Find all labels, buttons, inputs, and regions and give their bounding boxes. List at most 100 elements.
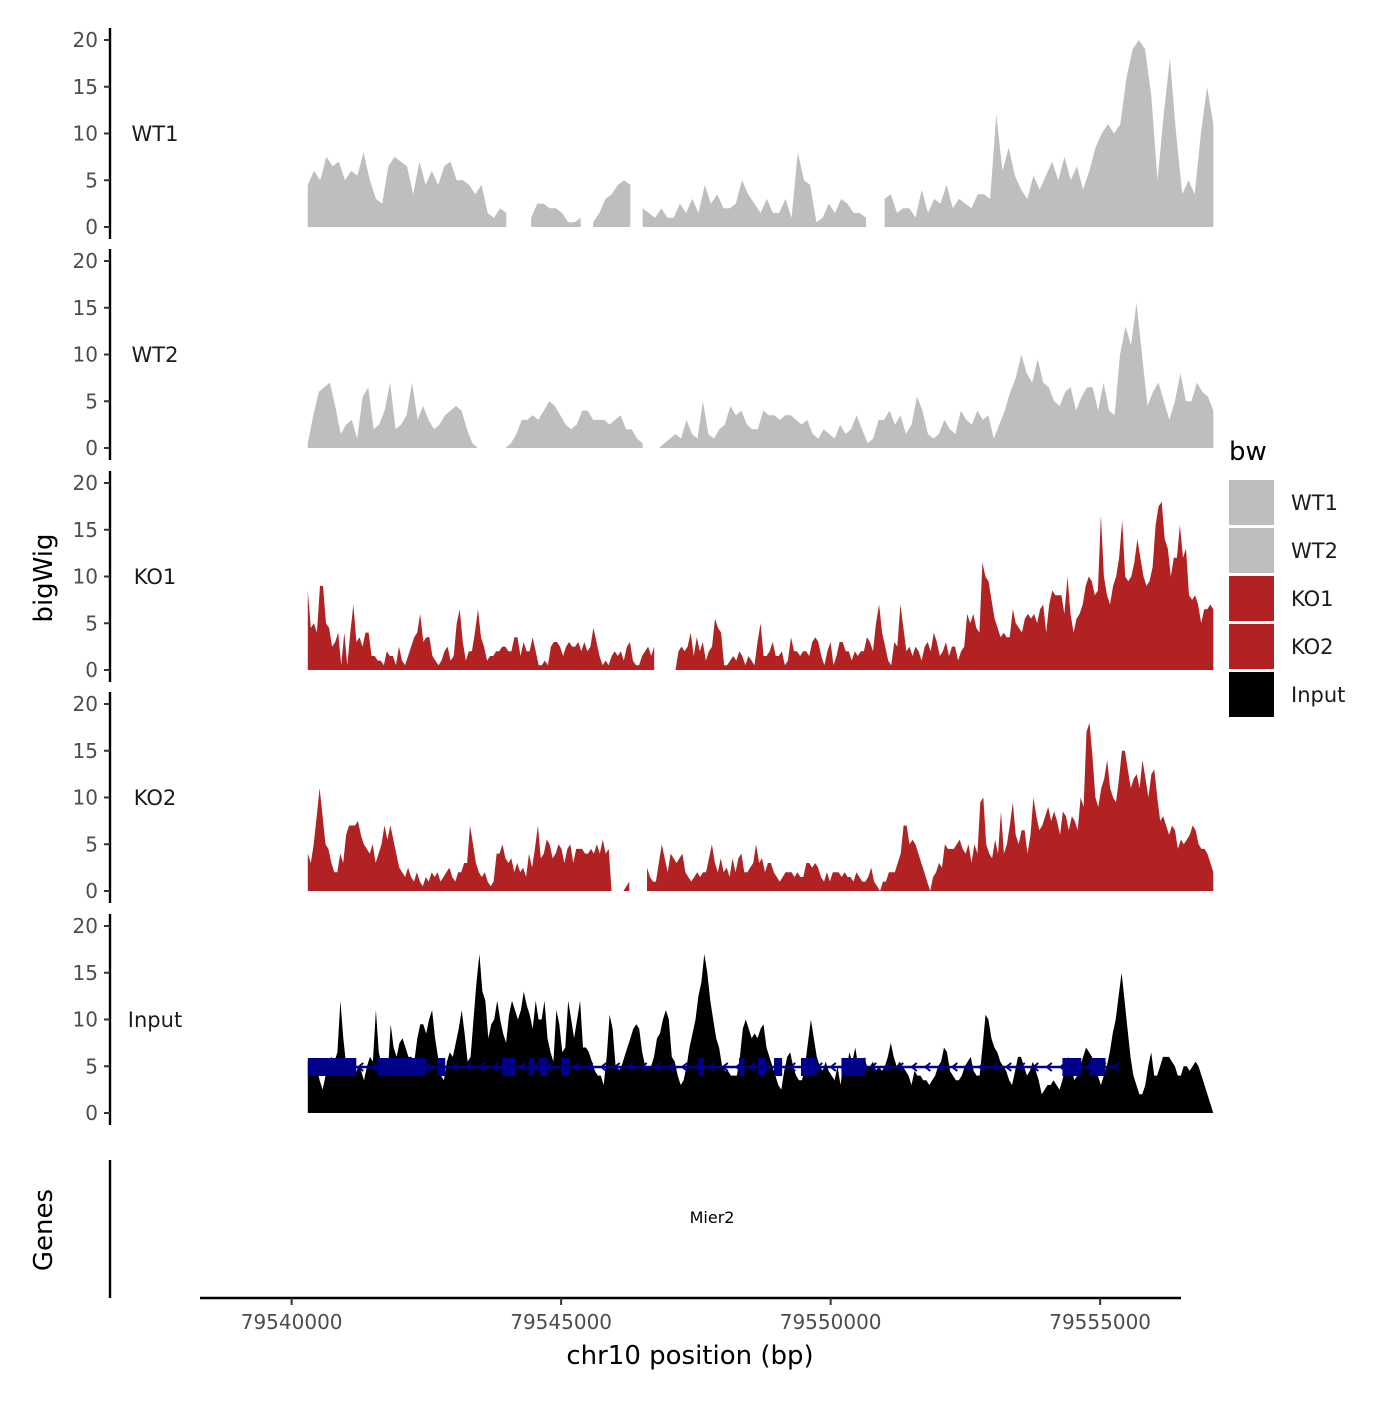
strand-arrow [667, 1062, 675, 1072]
track-wt2: 0 5 10 15 20 WT2 [73, 249, 1214, 460]
x-axis-title: chr10 position (bp) [566, 1341, 813, 1371]
y-tick-label: 5 [85, 389, 98, 413]
strand-arrow [613, 1062, 621, 1072]
y-tick-label: 15 [73, 296, 98, 320]
series-area-wt1 [307, 40, 1214, 227]
x-tick-label-79545000: 79545000 [510, 1310, 612, 1334]
track-label-wt1: WT1 [132, 122, 179, 146]
legend-label-wt1: WT1 [1291, 491, 1338, 515]
legend-swatch-wt2 [1229, 528, 1274, 573]
strand-arrow [788, 1062, 796, 1072]
strand-arrow [478, 1062, 486, 1072]
strand-arrow [896, 1062, 904, 1072]
strand-arrow [626, 1062, 634, 1072]
track-label-input: Input [128, 1008, 182, 1032]
strand-arrow [491, 1062, 499, 1072]
legend-item-wt1: WT1 [1229, 480, 1338, 525]
strand-arrow [937, 1062, 945, 1072]
strand-arrow [991, 1062, 999, 1072]
y-tick-label: 15 [73, 518, 98, 542]
y-tick-label: 5 [85, 1054, 98, 1078]
gene-label-mier2: Mier2 [690, 1208, 735, 1227]
y-tick-label: 15 [73, 75, 98, 99]
legend-item-ko1: KO1 [1229, 576, 1334, 621]
y-tick-label: 15 [73, 739, 98, 763]
exon [307, 1058, 357, 1076]
track-label-ko2: KO2 [134, 786, 177, 810]
strand-arrow [815, 1062, 823, 1072]
y-ticks-wt1: 0 5 10 15 20 [73, 28, 110, 239]
strand-arrow [829, 1062, 837, 1072]
exon [1062, 1058, 1082, 1076]
y-tick-label: 20 [73, 692, 98, 716]
exon [774, 1058, 783, 1076]
track-ko2: 0 5 10 15 20 KO2 [73, 692, 1214, 903]
y-tick-label: 0 [85, 436, 98, 460]
legend: bw WT1 WT2 KO1 KO2 Input [1229, 437, 1345, 717]
exon [841, 1058, 866, 1076]
strand-arrow [464, 1062, 472, 1072]
y-tick-label: 10 [73, 343, 98, 367]
strand-arrow [707, 1062, 715, 1072]
exon [377, 1058, 427, 1076]
exon [698, 1058, 704, 1076]
y-ticks-ko1: 0 5 10 15 20 [73, 471, 110, 682]
track-label-wt2: WT2 [132, 343, 179, 367]
series-area-ko2 [307, 722, 1214, 891]
strand-arrow [977, 1062, 985, 1072]
strand-arrow [883, 1062, 891, 1072]
track-ko1: 0 5 10 15 20 KO1 [73, 471, 1214, 682]
strand-arrow [1031, 1062, 1039, 1072]
y-tick-label: 10 [73, 565, 98, 589]
y-tick-label: 0 [85, 215, 98, 239]
track-label-ko1: KO1 [134, 565, 177, 589]
y-tick-label: 5 [85, 168, 98, 192]
y-tick-label: 20 [73, 914, 98, 938]
strand-arrow [599, 1062, 607, 1072]
legend-title: bw [1229, 437, 1267, 467]
strand-arrow [721, 1062, 729, 1072]
legend-swatch-wt1 [1229, 480, 1274, 525]
legend-label-input: Input [1291, 683, 1345, 707]
legend-swatch-ko2 [1229, 624, 1274, 669]
x-tick-label-79540000: 79540000 [241, 1310, 343, 1334]
legend-item-wt2: WT2 [1229, 528, 1338, 573]
x-ticks: 79540000 79545000 79550000 79555000 [241, 1298, 1151, 1334]
exon [1089, 1058, 1106, 1076]
series-area-ko1 [307, 501, 1214, 670]
strand-arrow [869, 1062, 877, 1072]
exon [561, 1058, 570, 1076]
y-tick-label: 15 [73, 961, 98, 985]
strand-arrow [518, 1062, 526, 1072]
strand-arrow [1018, 1062, 1026, 1072]
y-tick-label: 10 [73, 1008, 98, 1032]
strand-arrow [1045, 1062, 1053, 1072]
y-tick-label: 20 [73, 249, 98, 273]
strand-arrow [572, 1062, 580, 1072]
series-area-wt2 [307, 303, 1214, 448]
track-input: 0 5 10 15 20 Input [73, 914, 1214, 1125]
strand-arrow [950, 1062, 958, 1072]
legend-item-ko2: KO2 [1229, 624, 1334, 669]
exon [437, 1058, 446, 1076]
exon [757, 1058, 766, 1076]
y-tick-label: 10 [73, 122, 98, 146]
exon [800, 1058, 818, 1076]
y-tick-label: 0 [85, 1101, 98, 1125]
exon [501, 1058, 516, 1076]
gene-track: Mier2 [307, 1058, 1120, 1227]
y-tick-label: 10 [73, 786, 98, 810]
strand-arrow [640, 1062, 648, 1072]
y-tick-label: 5 [85, 611, 98, 635]
strand-arrow [1112, 1062, 1120, 1072]
exon [739, 1058, 745, 1076]
strand-arrow [653, 1062, 661, 1072]
legend-label-ko1: KO1 [1291, 587, 1334, 611]
y-ticks-input: 0 5 10 15 20 [73, 914, 110, 1125]
strand-arrow [1004, 1062, 1012, 1072]
strand-arrow [586, 1062, 594, 1072]
legend-item-input: Input [1229, 672, 1345, 717]
y-ticks-ko2: 0 5 10 15 20 [73, 692, 110, 903]
